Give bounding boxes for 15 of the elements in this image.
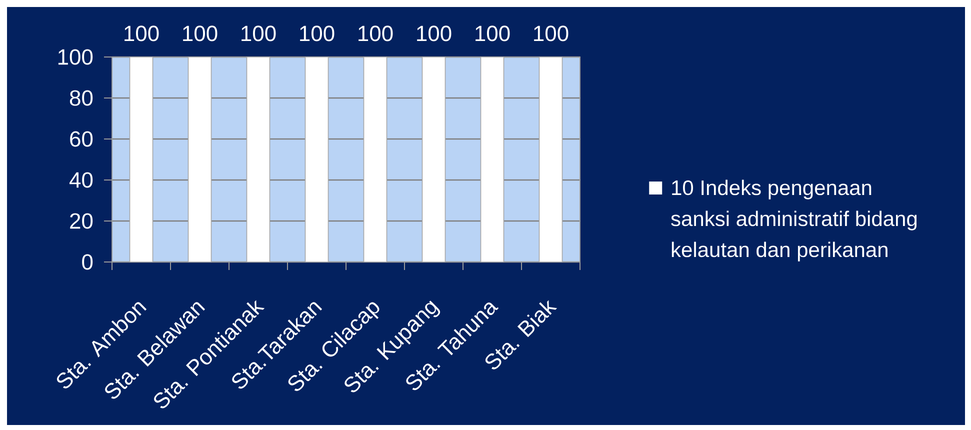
data-label: 100 [124,26,159,42]
data-label: 100 [183,26,218,42]
y-tick-label: 0 [82,254,93,270]
data-label: 100 [476,26,510,42]
legend-label: 10 Indeks pengenaan sanksi administratif bidang kelautan dan perikanan [671,180,917,262]
y-tick-label: 100 [58,49,93,65]
data-label: 100 [417,26,452,42]
y-tick-label: 20 [70,213,93,229]
data-label: 100 [300,26,334,42]
data-label: 100 [534,26,568,42]
data-label: 100 [242,26,276,42]
data-label: 100 [358,26,393,42]
y-tick-label: 40 [70,172,93,188]
y-tick-label: 80 [70,90,93,106]
y-tick-label: 60 [70,131,93,147]
